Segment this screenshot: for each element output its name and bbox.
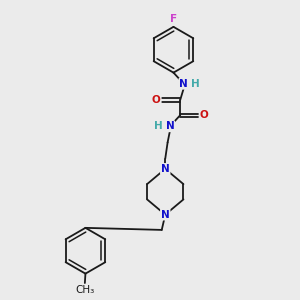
Text: O: O [152,95,161,105]
Text: H: H [154,121,163,131]
Text: CH₃: CH₃ [75,285,94,295]
Text: N: N [166,121,174,131]
Text: N: N [161,164,170,174]
Text: N: N [161,210,170,220]
Text: O: O [200,110,209,120]
Text: H: H [190,79,199,89]
Text: N: N [179,79,188,89]
Text: F: F [170,14,177,24]
